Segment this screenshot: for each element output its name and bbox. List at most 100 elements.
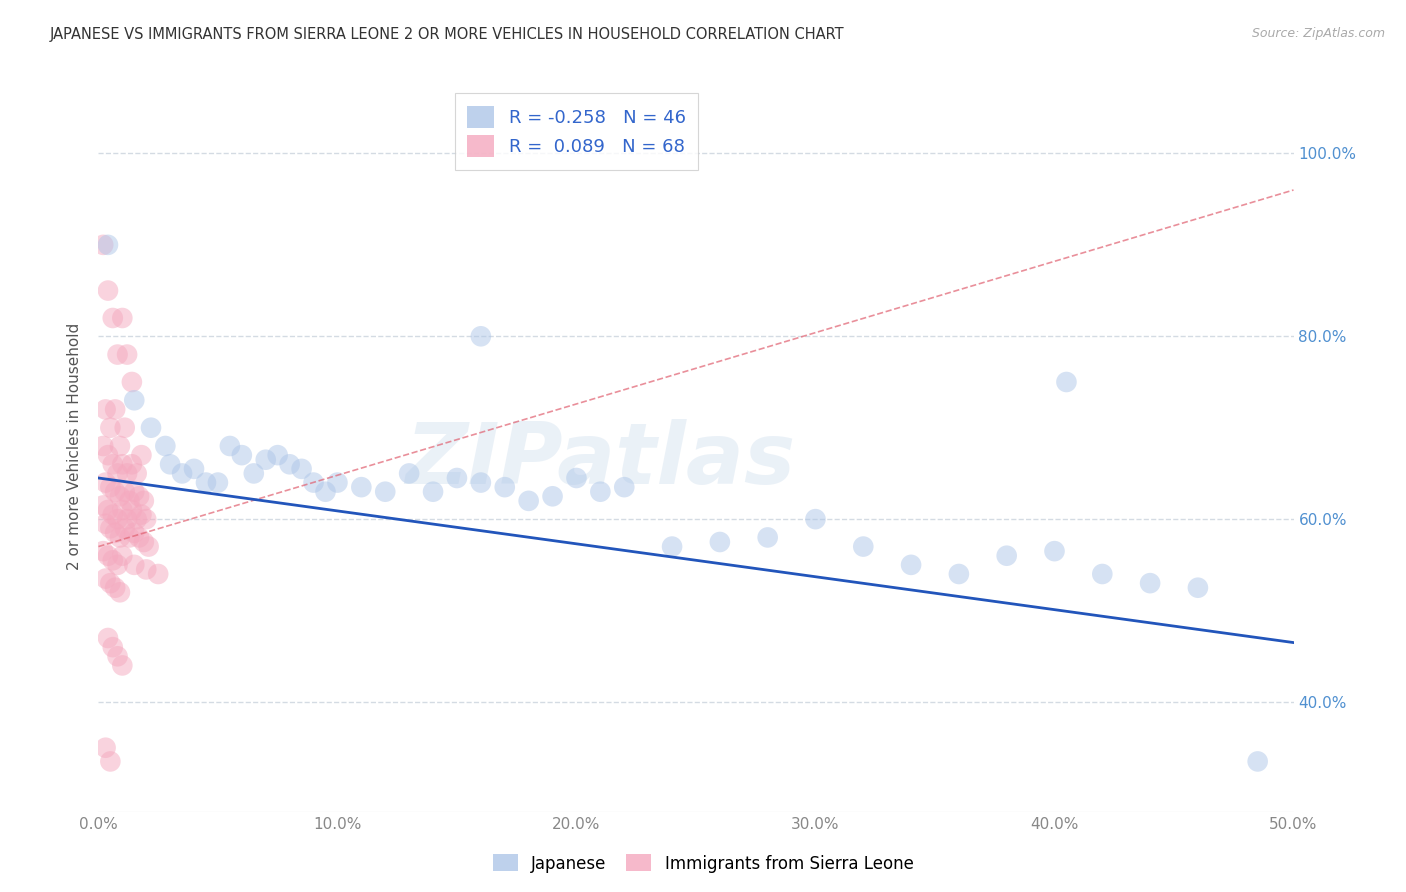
- Point: [115, 348, 138, 362]
- Point: [111, 310, 134, 325]
- Point: [97, 631, 120, 645]
- Point: [104, 402, 127, 417]
- Point: [900, 558, 922, 572]
- Point: [107, 467, 129, 481]
- Point: [111, 658, 134, 673]
- Point: [101, 553, 124, 567]
- Point: [101, 508, 124, 522]
- Point: [111, 457, 134, 471]
- Point: [98, 521, 122, 535]
- Point: [107, 558, 129, 572]
- Point: [98, 755, 122, 769]
- Point: [756, 530, 779, 544]
- Point: [101, 310, 124, 325]
- Point: [374, 484, 396, 499]
- Point: [207, 475, 229, 490]
- Point: [470, 475, 492, 490]
- Point: [243, 467, 266, 481]
- Point: [104, 525, 127, 540]
- Point: [98, 576, 122, 591]
- Point: [131, 508, 153, 522]
- Point: [94, 402, 117, 417]
- Point: [128, 530, 150, 544]
- Text: Source: ZipAtlas.com: Source: ZipAtlas.com: [1251, 27, 1385, 40]
- Point: [125, 467, 148, 481]
- Point: [91, 544, 114, 558]
- Point: [98, 480, 122, 494]
- Point: [104, 581, 127, 595]
- Point: [118, 494, 141, 508]
- Point: [267, 448, 290, 462]
- Point: [125, 512, 148, 526]
- Point: [219, 439, 242, 453]
- Point: [804, 512, 827, 526]
- Point: [124, 558, 146, 572]
- Point: [159, 457, 181, 471]
- Point: [183, 462, 205, 476]
- Point: [128, 489, 150, 503]
- Point: [278, 457, 301, 471]
- Point: [446, 471, 468, 485]
- Point: [111, 549, 134, 563]
- Point: [121, 503, 143, 517]
- Point: [155, 439, 177, 453]
- Point: [108, 439, 131, 453]
- Point: [135, 562, 157, 576]
- Point: [1056, 375, 1078, 389]
- Point: [948, 567, 970, 582]
- Point: [132, 494, 155, 508]
- Point: [121, 457, 143, 471]
- Point: [565, 471, 588, 485]
- Point: [115, 512, 138, 526]
- Legend: R = -0.258   N = 46, R =  0.089   N = 68: R = -0.258 N = 46, R = 0.089 N = 68: [454, 93, 699, 169]
- Point: [108, 489, 131, 503]
- Point: [94, 475, 117, 490]
- Point: [115, 467, 138, 481]
- Point: [231, 448, 253, 462]
- Point: [195, 475, 218, 490]
- Text: JAPANESE VS IMMIGRANTS FROM SIERRA LEONE 2 OR MORE VEHICLES IN HOUSEHOLD CORRELA: JAPANESE VS IMMIGRANTS FROM SIERRA LEONE…: [49, 27, 844, 42]
- Point: [107, 348, 129, 362]
- Point: [132, 535, 155, 549]
- Point: [422, 484, 444, 499]
- Point: [1091, 567, 1114, 582]
- Point: [315, 484, 337, 499]
- Point: [97, 503, 120, 517]
- Point: [135, 512, 157, 526]
- Point: [108, 530, 131, 544]
- Point: [114, 421, 136, 435]
- Point: [124, 525, 146, 540]
- Point: [108, 585, 131, 599]
- Legend: Japanese, Immigrants from Sierra Leone: Japanese, Immigrants from Sierra Leone: [486, 847, 920, 880]
- Point: [1247, 755, 1270, 769]
- Point: [709, 535, 731, 549]
- Point: [107, 512, 129, 526]
- Point: [852, 540, 875, 554]
- Point: [172, 467, 194, 481]
- Point: [138, 540, 160, 554]
- Point: [124, 484, 146, 499]
- Text: ZIPatlas: ZIPatlas: [405, 419, 796, 502]
- Point: [1187, 581, 1209, 595]
- Point: [1043, 544, 1066, 558]
- Point: [1139, 576, 1161, 591]
- Point: [101, 457, 124, 471]
- Point: [98, 421, 122, 435]
- Point: [94, 572, 117, 586]
- Point: [91, 237, 114, 252]
- Point: [139, 421, 162, 435]
- Point: [398, 467, 420, 481]
- Point: [97, 284, 120, 298]
- Point: [114, 484, 136, 499]
- Point: [97, 448, 120, 462]
- Point: [118, 530, 141, 544]
- Point: [541, 489, 564, 503]
- Point: [131, 448, 153, 462]
- Point: [302, 475, 325, 490]
- Point: [107, 649, 129, 664]
- Point: [101, 640, 124, 655]
- Point: [517, 494, 540, 508]
- Point: [111, 503, 134, 517]
- Point: [350, 480, 373, 494]
- Point: [94, 516, 117, 531]
